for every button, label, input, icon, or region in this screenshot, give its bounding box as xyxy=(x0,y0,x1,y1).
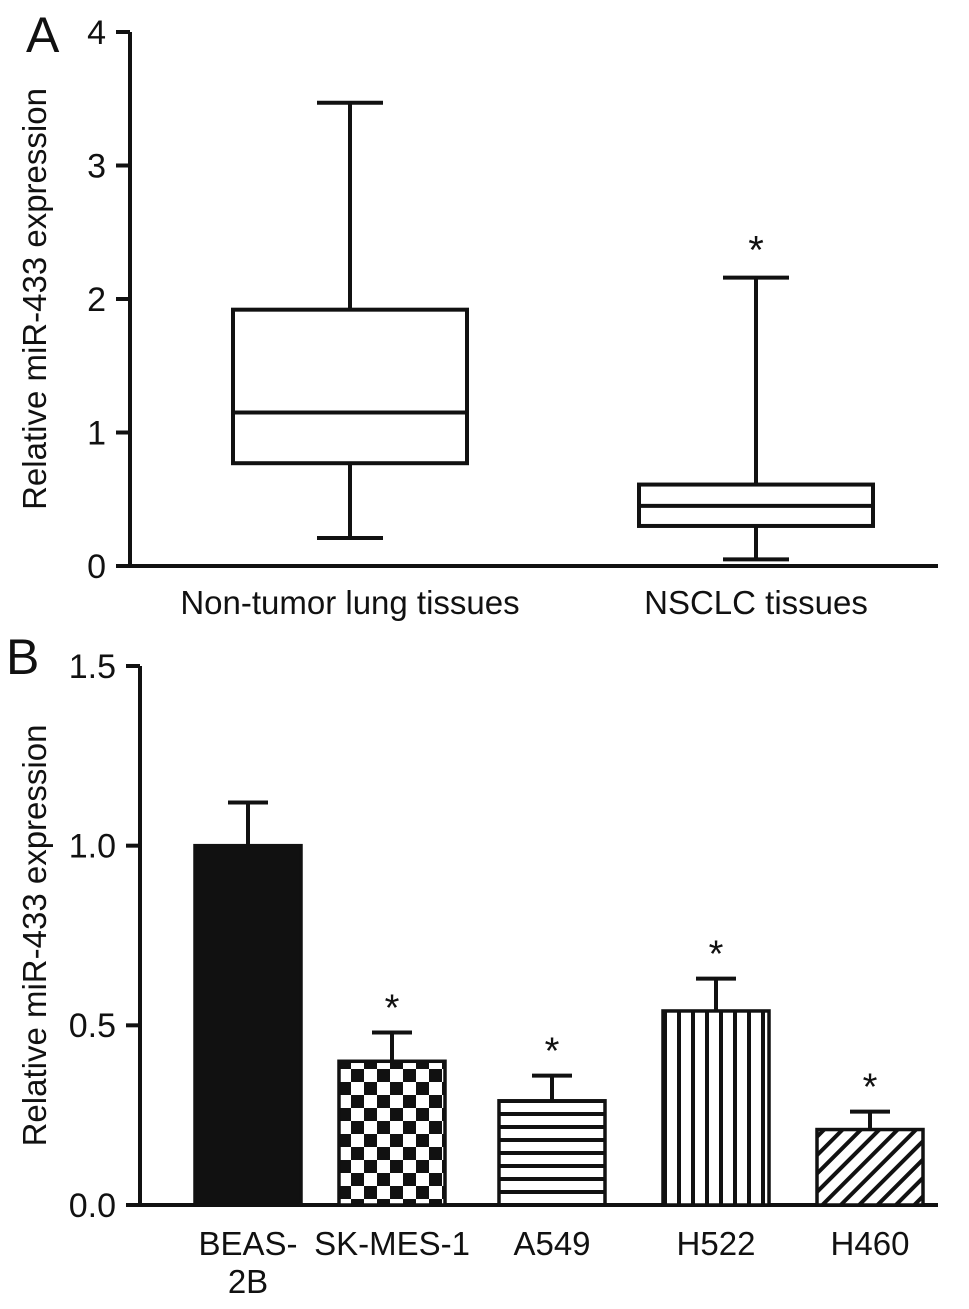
x-category-label: H522 xyxy=(677,1225,756,1262)
bar-group: * xyxy=(337,988,447,1207)
y-axis-title: Relative miR-433 expression xyxy=(16,88,53,510)
x-category-label: Non-tumor lung tissues xyxy=(180,584,519,621)
y-tick-label: 0 xyxy=(87,548,106,586)
y-tick-label: 1.5 xyxy=(69,648,116,686)
bar-group: * xyxy=(497,1031,607,1207)
significance-asterisk: * xyxy=(748,229,764,273)
bar xyxy=(337,1059,447,1207)
bar xyxy=(661,1009,771,1207)
x-category-label: BEAS- xyxy=(198,1225,297,1262)
x-category-label: A549 xyxy=(513,1225,590,1262)
bar-group: * xyxy=(661,934,771,1207)
significance-asterisk: * xyxy=(545,1031,560,1073)
y-tick-label: 0.0 xyxy=(69,1187,116,1225)
x-category-label: SK-MES-1 xyxy=(314,1225,470,1262)
significance-asterisk: * xyxy=(863,1067,878,1109)
y-tick-label: 0.5 xyxy=(69,1007,116,1045)
bar xyxy=(497,1099,607,1207)
boxplot-chart-panel-a: 0 1 2 3 4 Relative miR-433 expression Non-tumo… xyxy=(16,14,938,621)
y-tick-label: 1 xyxy=(87,414,106,452)
box-plot xyxy=(231,100,469,540)
y-tick-label: 4 xyxy=(87,14,106,52)
panel-a-label: A xyxy=(26,7,60,63)
x-category-label: H460 xyxy=(831,1225,910,1262)
y-axis-title: Relative miR-433 expression xyxy=(16,725,53,1147)
x-category-label: 2B xyxy=(228,1263,268,1300)
bar-chart-panel-b: 0.0 0.5 1.0 1.5 Relative miR-433 expression B… xyxy=(16,648,938,1300)
y-tick-label: 2 xyxy=(87,281,106,319)
y-tick-label: 3 xyxy=(87,147,106,185)
bar-group xyxy=(193,800,303,1207)
y-tick-label: 1.0 xyxy=(69,828,116,866)
bar xyxy=(193,843,303,1207)
significance-asterisk: * xyxy=(385,988,400,1030)
iqr-box xyxy=(231,307,469,466)
box-plot: * xyxy=(637,229,875,562)
significance-asterisk: * xyxy=(709,934,724,976)
bar-group: * xyxy=(815,1067,925,1207)
bar xyxy=(815,1127,925,1207)
x-category-label: NSCLC tissues xyxy=(644,584,868,621)
panel-b-label: B xyxy=(6,629,40,685)
